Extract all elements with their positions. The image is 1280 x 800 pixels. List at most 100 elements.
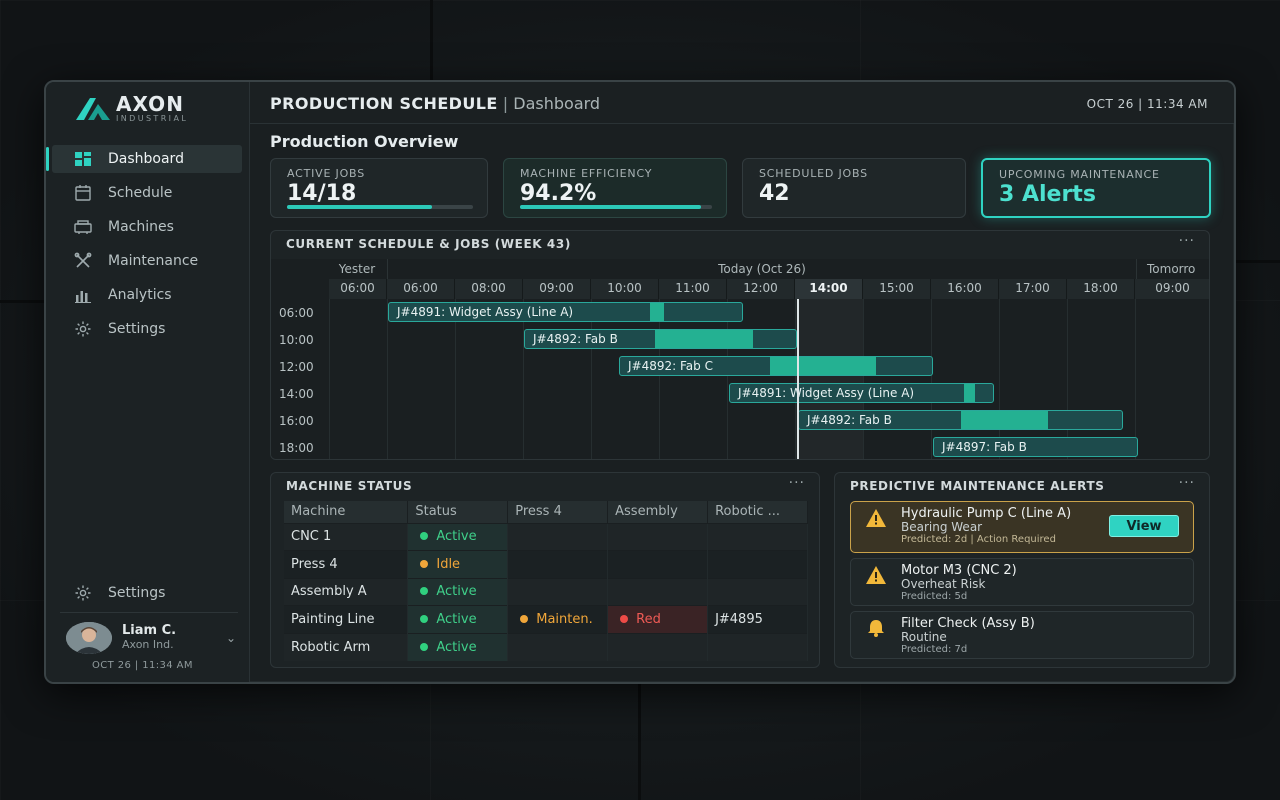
axon-logo-icon — [76, 97, 110, 120]
more-icon[interactable]: ··· — [1178, 233, 1195, 249]
sidebar-nav: Dashboard Schedule Machines Maintenance — [46, 145, 242, 349]
grid-line — [1067, 299, 1068, 459]
status-text: Active — [436, 639, 477, 655]
sidebar-footer-settings[interactable]: Settings — [72, 584, 165, 602]
main-content: PRODUCTION SCHEDULE | Dashboard OCT 26 |… — [250, 82, 1234, 682]
table-row[interactable]: Painting Line Active Mainten. Red J#4895 — [284, 605, 808, 633]
chevron-down-icon[interactable]: ⌄ — [225, 631, 236, 645]
overview-title: Production Overview — [270, 132, 459, 151]
kpi-active-jobs[interactable]: ACTIVE JOBS 14/18 — [270, 158, 488, 218]
robotic-job: J#4895 — [707, 605, 808, 633]
hour-label: 08:00 — [455, 279, 523, 299]
column-header[interactable]: Assembly — [607, 501, 709, 523]
avatar — [66, 622, 112, 654]
more-icon[interactable]: ··· — [1178, 475, 1195, 491]
warning-icon — [866, 566, 886, 584]
brand[interactable]: AXON INDUSTRIAL — [74, 94, 188, 123]
column-header[interactable]: Robotic ... — [707, 501, 808, 523]
row-time-label: 12:00 — [279, 360, 314, 374]
title-separator: | — [502, 94, 509, 113]
alert-meta: Predicted: 2d | Action Required — [901, 534, 1056, 546]
hour-label: 16:00 — [931, 279, 999, 299]
alert-title: Motor M3 (CNC 2) — [901, 563, 1017, 578]
kpi-progress-bar — [520, 205, 712, 209]
kpi-machine-efficiency[interactable]: MACHINE EFFICIENCY 94.2% — [503, 158, 727, 218]
hour-header: 06:00 06:00 08:00 09:00 10:00 11:00 12:00 14:00… — [271, 279, 1209, 299]
alert-title: Filter Check (Assy B) — [901, 616, 1035, 631]
sidebar-item-label: Schedule — [108, 185, 173, 201]
alert-card[interactable]: Hydraulic Pump C (Line A) Bearing Wear P… — [850, 501, 1194, 553]
row-time-label: 06:00 — [279, 306, 314, 320]
sidebar-item-schedule[interactable]: Schedule — [52, 179, 242, 207]
job-label: J#4892: Fab B — [533, 332, 618, 346]
sidebar-item-analytics[interactable]: Analytics — [52, 281, 242, 309]
table-cell — [707, 632, 808, 661]
alert-meta: Predicted: 5d — [901, 591, 968, 603]
grid-line — [659, 299, 660, 459]
column-header[interactable]: Machine — [284, 501, 409, 523]
kpi-label: SCHEDULED JOBS — [759, 167, 868, 180]
status-badge: Active — [407, 632, 509, 661]
machine-status-table: Machine Status Press 4 Assembly Robotic … — [284, 501, 808, 661]
table-row[interactable]: CNC 1 Active — [284, 522, 808, 551]
table-cell: Red — [607, 605, 709, 633]
sidebar-item-label: Maintenance — [108, 253, 199, 269]
calendar-icon — [72, 184, 94, 202]
kpi-scheduled-jobs[interactable]: SCHEDULED JOBS 42 — [742, 158, 966, 218]
row-time-label: 14:00 — [279, 387, 314, 401]
user-menu[interactable]: Liam C. Axon Ind. ⌄ — [66, 622, 236, 654]
sidebar-item-settings[interactable]: Settings — [52, 315, 242, 343]
day-label-tomorrow: Tomorro — [1147, 262, 1196, 276]
hour-label: 06:00 — [387, 279, 455, 299]
schedule-grid: Yester Today (Oct 26) Tomorro 06:00 06:00… — [271, 259, 1209, 459]
page-title-sub: Dashboard — [513, 94, 601, 113]
gear-icon — [72, 584, 94, 602]
column-header[interactable]: Status — [407, 501, 509, 523]
alert-subtitle: Routine — [901, 629, 947, 644]
dashboard-icon — [72, 150, 94, 168]
gear-icon — [72, 320, 94, 338]
alert-meta: Predicted: 7d — [901, 644, 968, 656]
hour-label: 12:00 — [727, 279, 795, 299]
table-row[interactable]: Robotic Arm Active — [284, 632, 808, 661]
status-dot-icon — [420, 587, 429, 596]
machine-status-title: MACHINE STATUS — [286, 479, 413, 493]
table-header-row: Machine Status Press 4 Assembly Robotic … — [284, 501, 808, 523]
status-dot-icon — [620, 614, 629, 623]
table-row[interactable]: Press 4 Idle — [284, 550, 808, 578]
sidebar-item-dashboard[interactable]: Dashboard — [46, 145, 242, 173]
job-bar[interactable]: J#4892: Fab B — [524, 329, 797, 349]
job-bar[interactable]: J#4897: Fab B — [933, 437, 1138, 457]
machine-name: Assembly A — [284, 577, 409, 606]
table-cell — [507, 632, 609, 661]
alert-card[interactable]: Motor M3 (CNC 2) Overheat Risk Predicted… — [850, 558, 1194, 606]
status-badge: Active — [407, 577, 509, 606]
wrench-icon — [72, 252, 94, 270]
job-bar[interactable]: J#4891: Widget Assy (Line A) — [729, 383, 994, 403]
sidebar-item-maintenance[interactable]: Maintenance — [52, 247, 242, 275]
view-button[interactable]: View — [1109, 515, 1179, 537]
sidebar-item-machines[interactable]: Machines — [52, 213, 242, 241]
chart-icon — [72, 286, 94, 304]
column-header[interactable]: Press 4 — [507, 501, 609, 523]
maintenance-alerts-panel: PREDICTIVE MAINTENANCE ALERTS ··· Hydrau… — [834, 472, 1210, 668]
alert-card[interactable]: Filter Check (Assy B) Routine Predicted:… — [850, 611, 1194, 659]
status-dot-icon — [420, 642, 429, 651]
job-label: J#4897: Fab B — [942, 440, 1027, 454]
brand-subtitle: INDUSTRIAL — [116, 114, 189, 123]
header-timestamp: OCT 26 | 11:34 AM — [1086, 97, 1208, 111]
status-text: Active — [436, 529, 477, 545]
hour-label: 11:00 — [659, 279, 727, 299]
kpi-value: 14/18 — [287, 181, 357, 206]
job-bar[interactable]: J#4892: Fab C — [619, 356, 933, 376]
day-label-today: Today (Oct 26) — [387, 259, 1137, 279]
job-bar[interactable]: J#4891: Widget Assy (Line A) — [388, 302, 743, 322]
more-icon[interactable]: ··· — [788, 475, 805, 491]
table-row[interactable]: Assembly A Active — [284, 577, 808, 606]
kpi-label: UPCOMING MAINTENANCE — [999, 168, 1160, 181]
table-cell — [607, 522, 709, 551]
table-cell — [607, 577, 709, 606]
grid-line — [387, 299, 388, 459]
kpi-upcoming-maintenance[interactable]: UPCOMING MAINTENANCE 3 Alerts — [981, 158, 1211, 218]
job-bar[interactable]: J#4892: Fab B — [798, 410, 1123, 430]
